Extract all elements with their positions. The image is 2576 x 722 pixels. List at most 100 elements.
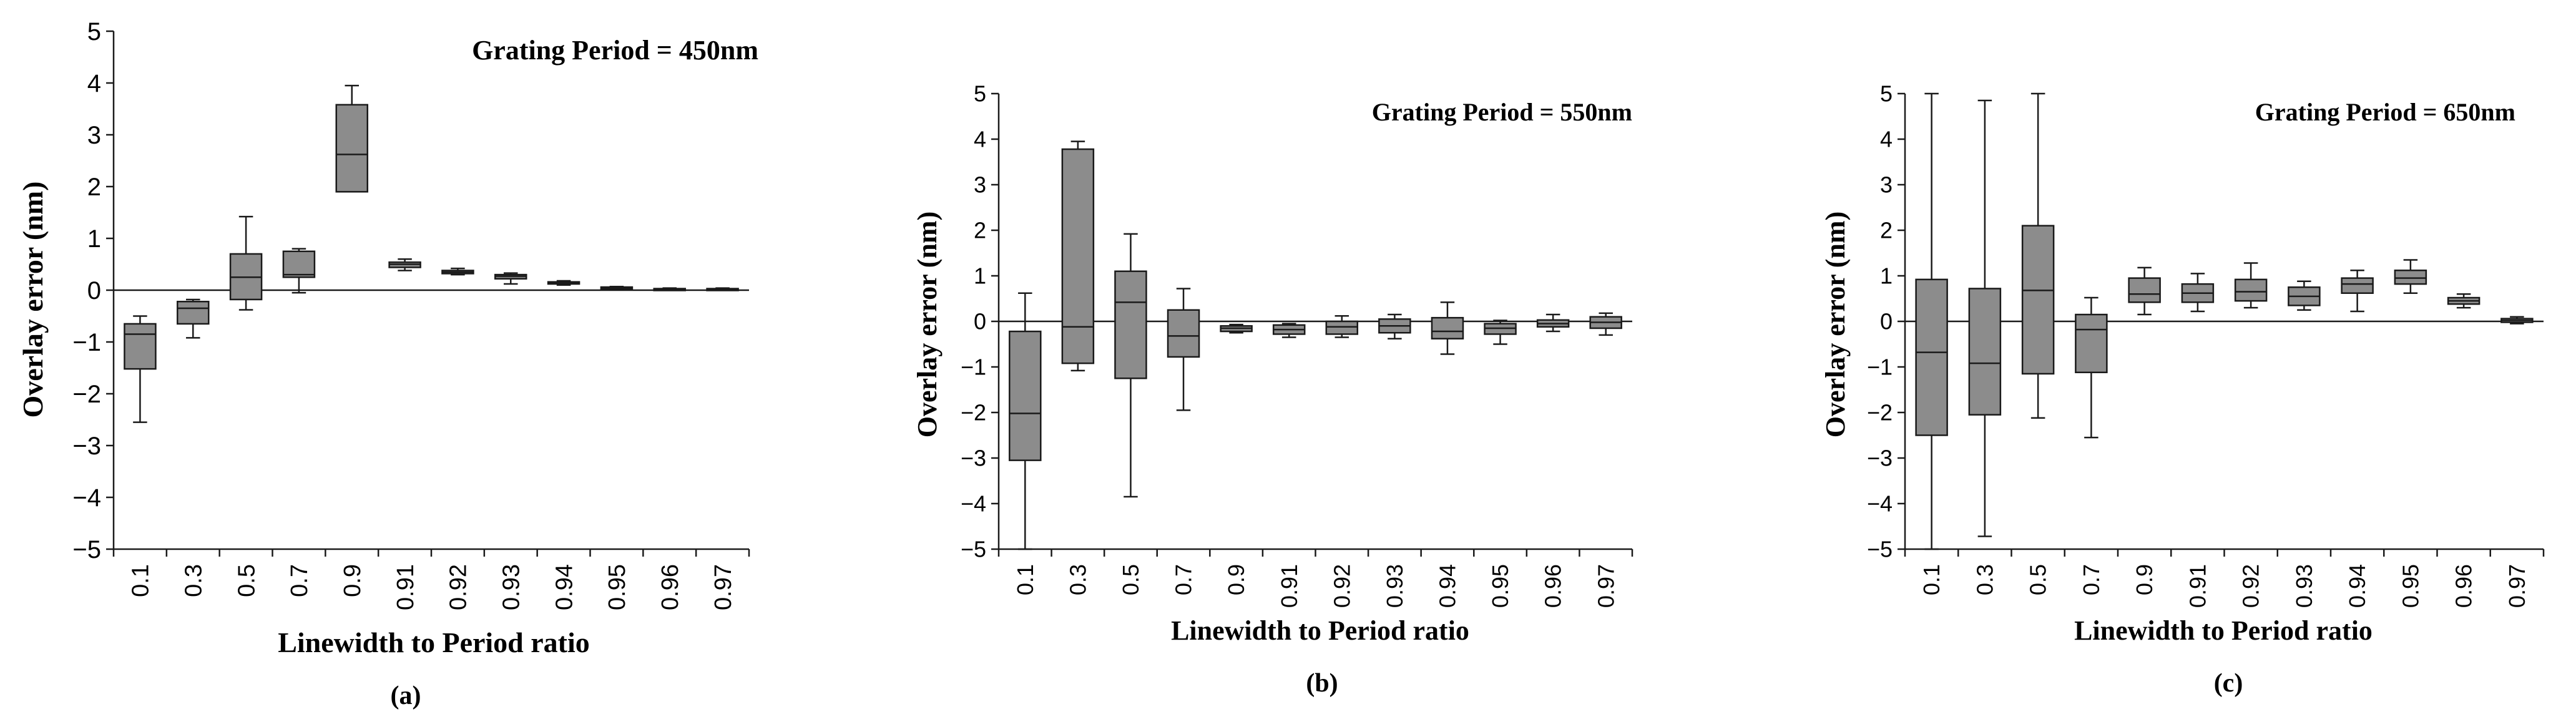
panel-a-ytick-label: −1 bbox=[72, 329, 101, 356]
panel-c-box-7 bbox=[2288, 280, 2321, 311]
panel-b-box-0 bbox=[1009, 292, 1042, 550]
panel-a-xlabel: Linewidth to Period ratio bbox=[278, 627, 590, 658]
panel-b-xtick-label: 0.3 bbox=[1065, 564, 1090, 595]
panel-b-box-8 bbox=[1431, 301, 1464, 355]
panel-a-xtick-label: 0.7 bbox=[286, 564, 313, 597]
panel-b-xtick-label: 0.92 bbox=[1329, 564, 1354, 608]
panel-a-box-3 bbox=[282, 248, 316, 294]
panel-c-ytick-label: 5 bbox=[1880, 81, 1893, 107]
panel-c-ytick-label: 0 bbox=[1880, 309, 1893, 334]
panel-b-box-11 bbox=[1589, 312, 1622, 336]
iqr-box bbox=[2128, 277, 2161, 303]
panel-a-ytick-label: −4 bbox=[72, 484, 101, 512]
iqr-box bbox=[1968, 288, 2002, 416]
iqr-box bbox=[2075, 313, 2108, 374]
panel-b-box-9 bbox=[1484, 320, 1517, 345]
panel-a-box-6 bbox=[441, 267, 474, 276]
panel-a-ytick-label: −3 bbox=[72, 432, 101, 460]
panel-c-ytick-label: −4 bbox=[1867, 491, 1893, 517]
panel-b-xtick-label: 0.7 bbox=[1171, 564, 1197, 595]
panel-c-caption: (c) bbox=[2214, 669, 2243, 698]
panel-b-ytick-label: 1 bbox=[974, 263, 986, 289]
panel-c-box-4 bbox=[2128, 266, 2161, 316]
panel-b-ytick-label: 0 bbox=[974, 309, 986, 334]
panel-c-xtick-label: 0.94 bbox=[2344, 564, 2370, 608]
panel-c-title: Grating Period = 650nm bbox=[2255, 98, 2515, 126]
panel-b-xtick-label: 0.1 bbox=[1012, 564, 1038, 595]
panel-b-box-3 bbox=[1167, 288, 1200, 411]
panel-c-ytick-label: −5 bbox=[1867, 537, 1893, 562]
panel-a-box-2 bbox=[229, 215, 263, 311]
panel-b-box-10 bbox=[1536, 313, 1570, 333]
panel-a-ytick-label: −2 bbox=[72, 381, 101, 408]
panel-c-ytick-label: 3 bbox=[1880, 172, 1893, 198]
panel-a-xtick-label: 0.95 bbox=[604, 564, 630, 610]
panel-c-ytick-label: 2 bbox=[1880, 218, 1893, 243]
iqr-box bbox=[335, 104, 368, 193]
panel-c-box-11 bbox=[2500, 316, 2534, 324]
panel-b-caption: (b) bbox=[1306, 669, 1338, 698]
iqr-box bbox=[2341, 277, 2374, 294]
panel-b-xtick-label: 0.96 bbox=[1540, 564, 1566, 608]
panel-a-ylabel: Overlay error (nm) bbox=[17, 182, 49, 418]
iqr-box bbox=[1325, 320, 1359, 335]
panel-b-ytick-label: −4 bbox=[961, 491, 986, 517]
panel-c-ytick-label: 1 bbox=[1880, 263, 1893, 289]
panel-a-title: Grating Period = 450nm bbox=[472, 35, 758, 66]
iqr-box bbox=[1061, 148, 1095, 364]
panel-c-xtick-label: 0.9 bbox=[2132, 564, 2157, 595]
panel-c-box-8 bbox=[2341, 269, 2374, 313]
panel-b-plot: −5 −4 −3 −2 −1 0 1 2 3 4 5 0.1 0.3 0.5 0.7 0.9 0.91 0.92 0… bbox=[961, 81, 1633, 608]
panel-b-xtick-label: 0.91 bbox=[1276, 564, 1302, 608]
iqr-box bbox=[2021, 225, 2055, 375]
panel-c-ylabel: Overlay error (nm) bbox=[1820, 212, 1851, 437]
panel-a-xtick-label: 0.96 bbox=[657, 564, 683, 610]
panel-b-ytick-label: −1 bbox=[961, 354, 986, 380]
panel-b-xlabel: Linewidth to Period ratio bbox=[1171, 615, 1469, 646]
panel-a-box-1 bbox=[177, 298, 210, 339]
panel-b: −5 −4 −3 −2 −1 0 1 2 3 4 5 0.1 0.3 0.5 0.7 0.9 0.91 0.92 0… bbox=[912, 81, 1633, 698]
iqr-box bbox=[177, 301, 210, 325]
panel-c: −5 −4 −3 −2 −1 0 1 2 3 4 5 0.1 0.3 0.5 0.7 0.9 0.91 0.92 0… bbox=[1820, 81, 2545, 698]
panel-c-ytick-label: 4 bbox=[1880, 127, 1893, 152]
panel-c-box-6 bbox=[2234, 262, 2268, 309]
panel-b-ytick-label: −5 bbox=[961, 537, 986, 562]
panel-a-xtick-label: 0.5 bbox=[233, 564, 260, 597]
iqr-box bbox=[1114, 270, 1147, 379]
panel-c-plot: −5 −4 −3 −2 −1 0 1 2 3 4 5 0.1 0.3 0.5 0.7 0.9 0.91 0.92 0… bbox=[1867, 81, 2545, 608]
panel-b-xtick-label: 0.93 bbox=[1382, 564, 1408, 608]
panel-b-ytick-label: −2 bbox=[961, 400, 986, 426]
panel-a: −5 −4 −3 −2 −1 0 1 2 3 4 5 0.1 0.3 0.5 0.7 0.9 0.91 0.92 0… bbox=[17, 18, 758, 710]
panel-a-ytick-label: 5 bbox=[87, 18, 101, 46]
panel-c-xtick-label: 0.5 bbox=[2025, 564, 2051, 595]
panel-c-box-5 bbox=[2181, 273, 2215, 313]
panel-b-ytick-label: 5 bbox=[974, 81, 986, 107]
panel-c-box-10 bbox=[2447, 293, 2481, 309]
panel-a-xtick-label: 0.91 bbox=[393, 564, 419, 610]
panel-c-ytick-label: −2 bbox=[1867, 400, 1893, 426]
panel-a-xtick-label: 0.3 bbox=[181, 564, 207, 597]
panel-c-xtick-label: 0.97 bbox=[2504, 564, 2530, 608]
panel-c-box-2 bbox=[2021, 92, 2055, 419]
panel-a-ytick-label: 2 bbox=[87, 173, 101, 201]
panel-b-ytick-label: 2 bbox=[974, 218, 986, 243]
panel-a-box-9 bbox=[600, 285, 634, 290]
panel-a-ytick-label: 4 bbox=[87, 70, 101, 97]
panel-a-box-7 bbox=[494, 272, 527, 285]
panel-c-box-9 bbox=[2394, 259, 2427, 294]
panel-c-xtick-label: 0.91 bbox=[2185, 564, 2210, 608]
panel-b-box-7 bbox=[1378, 313, 1411, 339]
panel-b-box-5 bbox=[1272, 323, 1306, 338]
iqr-box bbox=[2394, 269, 2427, 285]
panel-b-xtick-label: 0.9 bbox=[1223, 564, 1249, 595]
panel-b-ytick-label: −3 bbox=[961, 446, 986, 471]
panel-c-ytick-label: −3 bbox=[1867, 446, 1893, 471]
panel-c-xtick-label: 0.1 bbox=[1919, 564, 1944, 595]
panel-b-xtick-label: 0.94 bbox=[1435, 564, 1461, 608]
iqr-box bbox=[282, 250, 316, 278]
panel-a-xtick-label: 0.94 bbox=[551, 564, 577, 610]
panel-c-xtick-label: 0.96 bbox=[2451, 564, 2477, 608]
panel-b-box-6 bbox=[1325, 315, 1359, 338]
panel-a-xtick-label: 0.9 bbox=[340, 564, 366, 597]
